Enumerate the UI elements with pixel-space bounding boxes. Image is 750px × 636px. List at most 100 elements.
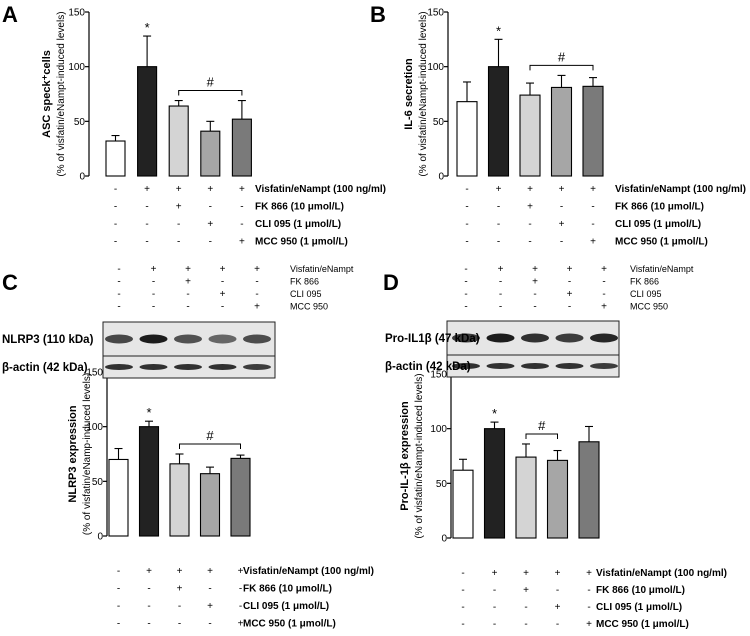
significance-star-a: * <box>145 20 150 35</box>
blot-sign-d: - <box>499 302 502 313</box>
blot-sign-d: - <box>499 289 502 300</box>
blot-sign-d: + <box>567 289 573 300</box>
condition-label-b: FK 866 (10 μmol/L) <box>615 202 704 213</box>
condition-sign-d: + <box>555 568 561 579</box>
blot-sign-c: - <box>221 302 224 313</box>
significance-hash-c: # <box>206 428 214 443</box>
blot-band-c <box>105 364 133 370</box>
condition-sign-d: - <box>556 619 559 630</box>
blot-sign-d: - <box>464 264 467 275</box>
blot-row-label-c: β-actin (42 kDa) <box>2 362 88 374</box>
condition-sign-d: - <box>461 568 464 579</box>
condition-sign-d: - <box>493 585 496 596</box>
blot-band-d <box>555 333 584 343</box>
condition-sign-c: - <box>117 584 120 595</box>
blot-sign-d: + <box>567 264 573 275</box>
condition-sign-b: + <box>527 202 533 213</box>
condition-sign-a: - <box>177 237 180 248</box>
condition-label-d: Visfatin/eNampt (100 ng/ml) <box>596 568 727 579</box>
blot-band-d <box>590 363 618 369</box>
bar-a-5 <box>231 118 252 177</box>
y-axis-sublabel-c: (% of visfatin/eNamp-induced levels) <box>82 373 93 535</box>
condition-sign-d: - <box>587 602 590 613</box>
condition-label-b: Visfatin/eNampt (100 ng/ml) <box>615 184 746 195</box>
panel-letter-b: B <box>370 2 386 27</box>
condition-sign-c: - <box>239 601 242 612</box>
condition-sign-c: + <box>177 584 183 595</box>
condition-sign-a: - <box>114 202 117 213</box>
blot-sign-c: - <box>186 289 189 300</box>
significance-star-b: * <box>496 23 501 38</box>
blot-band-c <box>208 364 237 370</box>
condition-sign-d: - <box>524 619 527 630</box>
condition-sign-c: - <box>239 584 242 595</box>
condition-sign-b: + <box>590 237 596 248</box>
significance-hash-a: # <box>207 75 215 90</box>
condition-sign-c: + <box>207 601 213 612</box>
blot-band-d <box>521 333 549 343</box>
condition-label-d: FK 866 (10 μmol/L) <box>596 585 685 596</box>
bar-c-3 <box>169 463 190 537</box>
blot-sign-c: - <box>117 302 120 313</box>
blot-band-c <box>174 334 202 344</box>
blot-sign-d: + <box>601 264 607 275</box>
condition-sign-b: - <box>591 219 594 230</box>
condition-sign-d: - <box>461 602 464 613</box>
condition-sign-c: - <box>208 584 211 595</box>
blot-sign-d: - <box>533 302 536 313</box>
blot-sign-c: + <box>185 277 191 288</box>
blot-sign-d: + <box>601 302 607 313</box>
blot-condition-label-d: MCC 950 <box>630 302 668 312</box>
blot-row-label-c: NLRP3 (110 kDa) <box>2 334 94 346</box>
condition-sign-a: - <box>145 202 148 213</box>
blot-row-label-d: β-actin (42 kDa) <box>385 361 471 373</box>
bar-b-4 <box>550 86 573 177</box>
bar-a-1 <box>105 140 126 177</box>
panel-letter-c: C <box>2 270 18 295</box>
significance-bracket-a <box>178 90 243 96</box>
blot-sign-c: - <box>152 302 155 313</box>
blot-sign-c: - <box>117 264 120 275</box>
blot-sign-c: - <box>117 277 120 288</box>
condition-label-d: CLI 095 (1 μmol/L) <box>596 602 682 613</box>
blot-band-d <box>486 333 515 343</box>
y-axis-label-b: IL-6 secretion <box>403 58 415 130</box>
condition-label-b: MCC 950 (1 μmol/L) <box>615 237 708 248</box>
blot-sign-c: + <box>151 264 157 275</box>
blot-band-c <box>139 364 168 370</box>
y-tick-label-a: 150 <box>68 8 85 19</box>
blot-band-c <box>139 334 168 344</box>
blot-sign-c: - <box>255 289 258 300</box>
condition-sign-a: + <box>144 184 150 195</box>
bar-d-2 <box>483 428 506 539</box>
blot-band-c <box>105 334 133 344</box>
bar-d-5 <box>578 441 600 539</box>
blot-sign-c: - <box>152 277 155 288</box>
condition-sign-a: - <box>114 184 117 195</box>
condition-label-d: MCC 950 (1 μmol/L) <box>596 619 689 630</box>
condition-sign-b: - <box>560 237 563 248</box>
blot-band-d <box>521 363 549 369</box>
condition-label-c: FK 866 (10 μmol/L) <box>243 584 332 595</box>
blot-sign-c: - <box>221 277 224 288</box>
condition-label-c: MCC 950 (1 μmol/L) <box>243 619 336 630</box>
bar-a-3 <box>168 105 189 177</box>
blot-band-d <box>486 363 515 369</box>
condition-sign-c: + <box>238 619 244 630</box>
blot-sign-d: + <box>498 264 504 275</box>
blot-sign-c: - <box>186 302 189 313</box>
condition-sign-d: - <box>493 602 496 613</box>
condition-sign-b: - <box>497 219 500 230</box>
condition-sign-d: - <box>587 585 590 596</box>
condition-sign-a: - <box>177 219 180 230</box>
y-tick-label-c: 100 <box>86 422 103 433</box>
y-tick-label-c: 50 <box>92 477 104 488</box>
condition-sign-c: - <box>117 619 120 630</box>
condition-sign-d: + <box>586 568 592 579</box>
significance-bracket-d <box>525 433 558 439</box>
blot-condition-label-c: FK 866 <box>290 277 319 287</box>
bar-d-4 <box>546 459 569 539</box>
bar-b-3 <box>519 94 541 177</box>
condition-sign-b: + <box>590 184 596 195</box>
condition-sign-b: - <box>465 202 468 213</box>
